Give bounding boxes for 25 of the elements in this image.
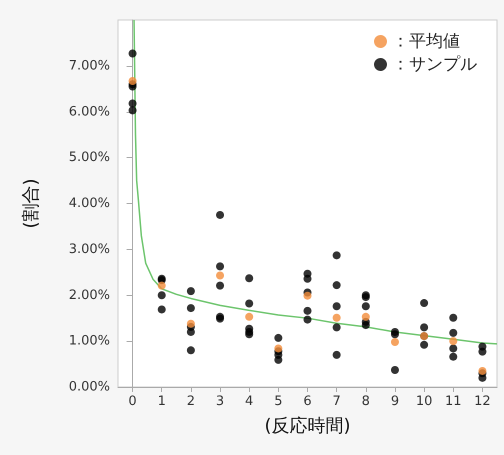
x-tick-label: 11 <box>444 394 462 409</box>
y-tick-label: 3.00% <box>68 242 110 257</box>
y-tick-label: 7.00% <box>68 58 110 74</box>
x-axis-title: (反応時間) <box>264 416 351 436</box>
x-tick-label: 0 <box>128 394 137 409</box>
x-tick-label: 9 <box>390 394 400 409</box>
y-axis-title: (割合) <box>20 178 42 229</box>
x-tick-label: 3 <box>216 394 224 409</box>
x-tick-label: 2 <box>186 394 196 409</box>
x-tick-label: 12 <box>474 394 491 409</box>
y-tick-label: 2.00% <box>68 288 110 303</box>
x-tick-label: 6 <box>303 394 312 409</box>
x-tick-label: 8 <box>362 394 370 409</box>
y-tick-label: 4.00% <box>68 196 110 211</box>
x-tick-label: 7 <box>332 394 341 409</box>
legend-label: ：平均値 <box>392 32 460 52</box>
legend-label: ：サンプル <box>392 54 477 74</box>
y-tick-label: 0.00% <box>68 380 110 394</box>
y-tick-label: 1.00% <box>68 334 110 349</box>
y-tick-label: 5.00% <box>68 150 110 166</box>
x-tick-label: 1 <box>158 394 166 409</box>
y-tick-label: 6.00% <box>68 104 110 120</box>
x-tick-label: 4 <box>245 394 254 409</box>
x-tick-label: 5 <box>274 394 282 409</box>
x-tick-label: 10 <box>416 394 432 409</box>
